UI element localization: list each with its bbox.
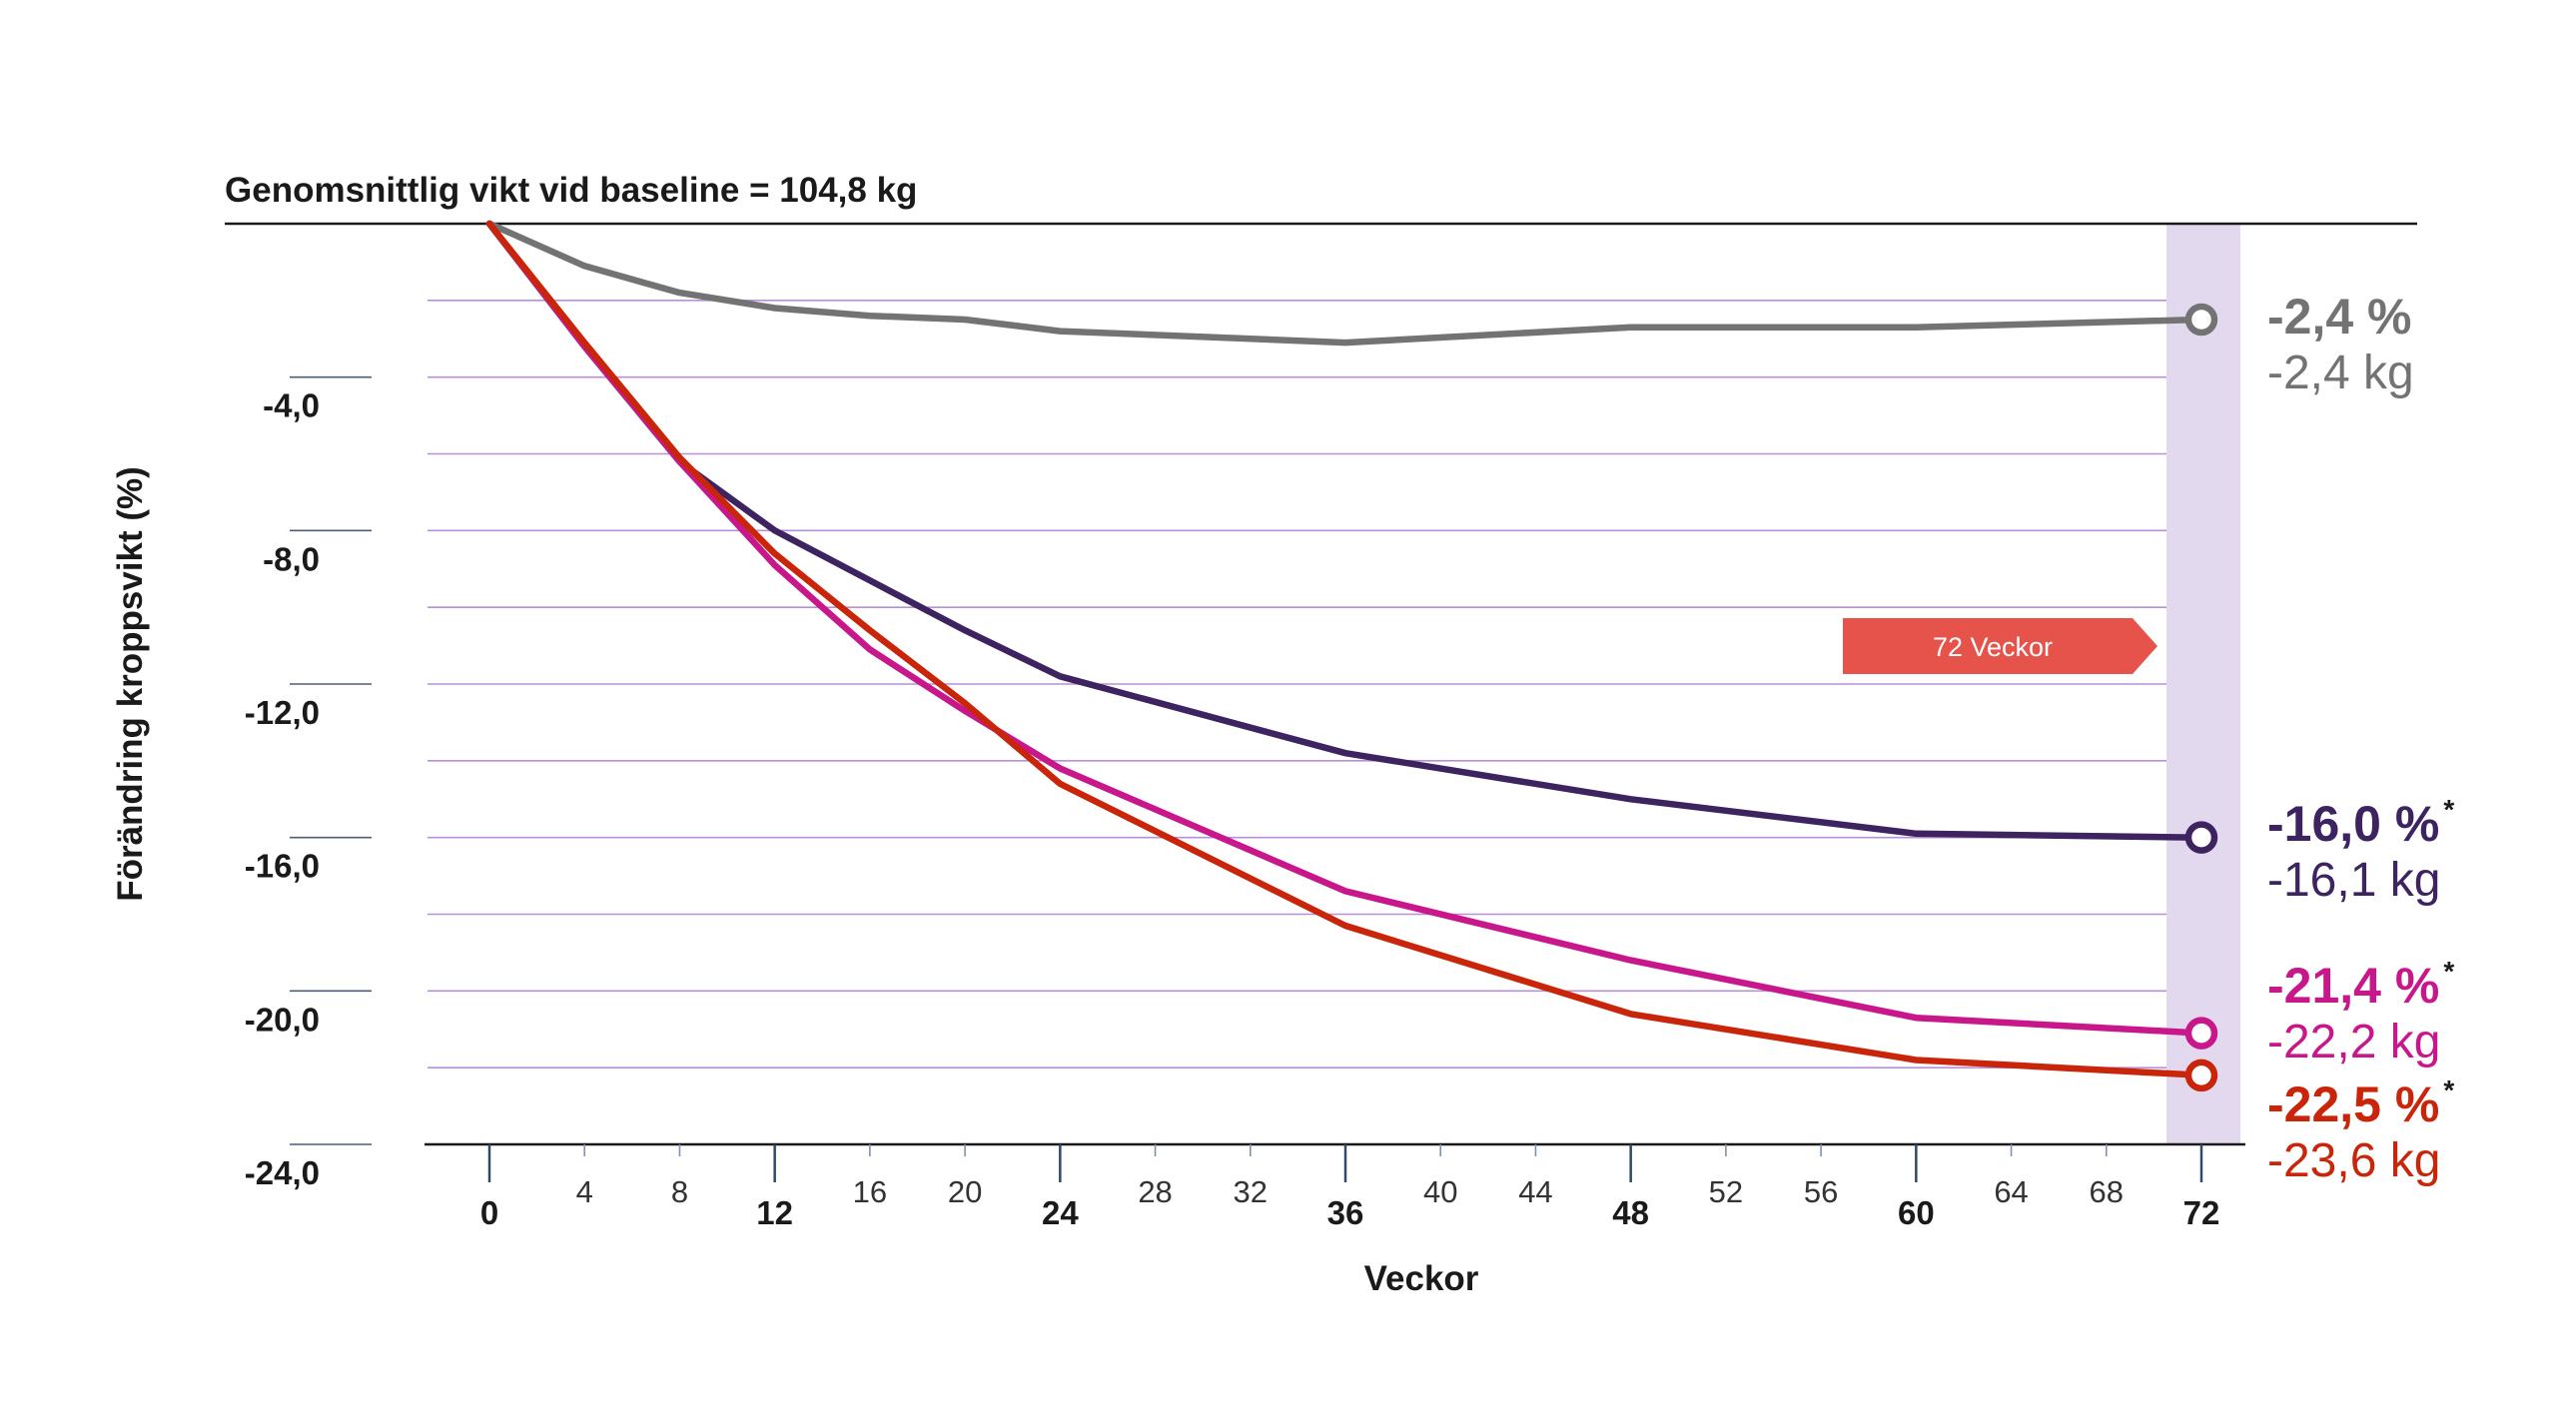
series-end-marker — [2184, 1017, 2218, 1050]
x-tick-label: 64 — [1994, 1174, 2028, 1209]
x-axis-label: Veckor — [1364, 1259, 1479, 1298]
x-tick-label: 56 — [1804, 1174, 1838, 1209]
end-percent-label: -21,4 % — [2267, 958, 2439, 1014]
chart-subtitle: Genomsnittlig vikt vid baseline = 104,8 … — [225, 171, 917, 210]
callout-arrow-shape — [1843, 618, 2157, 674]
x-tick-label: 24 — [1042, 1194, 1079, 1231]
x-tick-label: 0 — [480, 1194, 498, 1231]
end-kg-label: -2,4 kg — [2267, 347, 2414, 399]
x-tick-label: 72 — [2183, 1194, 2220, 1231]
y-tick-label: -12,0 — [245, 694, 320, 731]
x-axis: 0 12 24 36 48 60 724 8 16 20 28 32 40 44 52 56 64 68 — [425, 1142, 2245, 1231]
x-tick-label: 32 — [1234, 1174, 1268, 1209]
significance-asterisk: * — [2443, 956, 2454, 987]
x-tick-label: 36 — [1327, 1194, 1364, 1231]
x-tick-label: 16 — [853, 1174, 887, 1209]
end-percent-label: -16,0 % — [2267, 796, 2439, 852]
x-tick-label: 68 — [2090, 1174, 2124, 1209]
series-end-marker — [2184, 303, 2218, 337]
y-axis-label: Förändring kroppsvikt (%) — [111, 466, 150, 902]
series-end-marker — [2184, 821, 2218, 854]
x-tick-label: 52 — [1709, 1174, 1743, 1209]
gridlines — [428, 300, 2171, 1068]
y-tick-label: -4,0 — [263, 387, 320, 424]
y-tick-label: -8,0 — [263, 540, 320, 577]
x-tick-label: 48 — [1612, 1194, 1649, 1231]
x-tick-label: 40 — [1423, 1174, 1457, 1209]
series-lines — [485, 220, 2218, 1092]
series-line — [485, 220, 2205, 1079]
end-kg-label: -16,1 kg — [2267, 854, 2440, 907]
x-tick-label: 28 — [1138, 1174, 1172, 1209]
x-tick-label: 12 — [756, 1194, 793, 1231]
y-tick-label: -16,0 — [245, 848, 320, 885]
y-axis: -4,0 -8,0 -12,0 -16,0 -20,0 -24,0 — [245, 375, 372, 1191]
end-percent-label: -2,4 % — [2267, 289, 2412, 345]
week-72-highlight-band — [2166, 224, 2240, 1144]
end-value-labels: -2,4 %-2,4 kg-16,0 % *-16,1 kg-21,4 % *-22… — [2267, 289, 2454, 1187]
x-tick-label: 20 — [948, 1174, 982, 1209]
series-line — [485, 220, 2205, 347]
x-tick-label: 60 — [1898, 1194, 1935, 1231]
end-kg-label: -22,2 kg — [2267, 1016, 2440, 1068]
series-end-marker — [2184, 1059, 2218, 1092]
y-tick-label: -24,0 — [245, 1154, 320, 1191]
significance-asterisk: * — [2443, 794, 2454, 825]
x-tick-label: 4 — [576, 1174, 593, 1209]
significance-asterisk: * — [2443, 1074, 2454, 1105]
y-tick-label: -20,0 — [245, 1001, 320, 1038]
end-percent-label: -22,5 % — [2267, 1076, 2439, 1132]
x-tick-label: 8 — [671, 1174, 688, 1209]
callout-label: 72 Veckor — [1933, 632, 2053, 662]
week-72-callout: 72 Veckor — [1843, 618, 2157, 674]
x-tick-label: 44 — [1518, 1174, 1552, 1209]
end-kg-label: -23,6 kg — [2267, 1134, 2440, 1187]
